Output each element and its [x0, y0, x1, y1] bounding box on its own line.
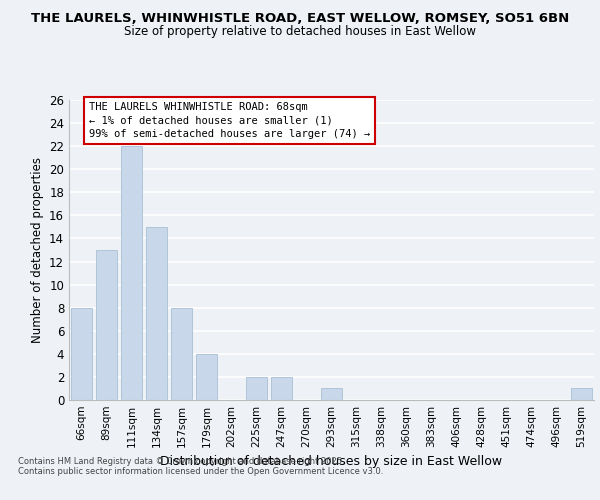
Text: Size of property relative to detached houses in East Wellow: Size of property relative to detached ho…	[124, 25, 476, 38]
Bar	[121, 146, 142, 400]
Bar	[571, 388, 592, 400]
Y-axis label: Number of detached properties: Number of detached properties	[31, 157, 44, 343]
Bar	[96, 250, 117, 400]
Bar	[146, 227, 167, 400]
Text: Contains public sector information licensed under the Open Government Licence v3: Contains public sector information licen…	[18, 468, 383, 476]
Text: THE LAURELS, WHINWHISTLE ROAD, EAST WELLOW, ROMSEY, SO51 6BN: THE LAURELS, WHINWHISTLE ROAD, EAST WELL…	[31, 12, 569, 26]
Bar	[321, 388, 342, 400]
Bar	[246, 377, 267, 400]
X-axis label: Distribution of detached houses by size in East Wellow: Distribution of detached houses by size …	[160, 456, 503, 468]
Bar	[271, 377, 292, 400]
Bar	[196, 354, 217, 400]
Bar	[71, 308, 92, 400]
Bar	[171, 308, 192, 400]
Text: Contains HM Land Registry data © Crown copyright and database right 2025.: Contains HM Land Registry data © Crown c…	[18, 458, 344, 466]
Text: THE LAURELS WHINWHISTLE ROAD: 68sqm
← 1% of detached houses are smaller (1)
99% : THE LAURELS WHINWHISTLE ROAD: 68sqm ← 1%…	[89, 102, 370, 139]
